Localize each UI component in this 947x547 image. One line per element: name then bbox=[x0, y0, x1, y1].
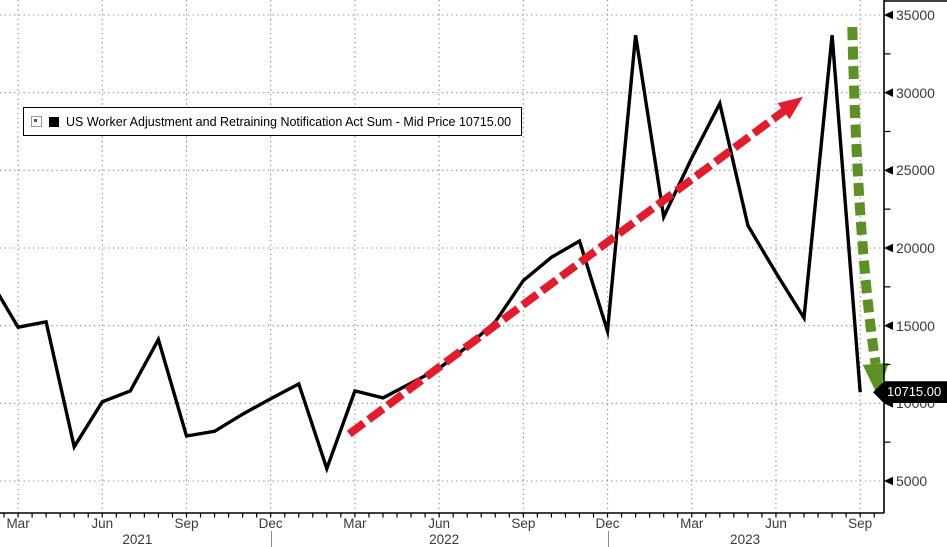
annotations-layer bbox=[346, 26, 889, 438]
y-major-tick-arrow bbox=[884, 166, 893, 175]
legend-series-label: US Worker Adjustment and Retraining Noti… bbox=[66, 115, 512, 129]
axes-layer bbox=[0, 0, 947, 518]
uptrend-arrow-shaft bbox=[346, 104, 791, 438]
legend-expand-icon[interactable] bbox=[31, 116, 42, 127]
legend[interactable]: US Worker Adjustment and Retraining Noti… bbox=[23, 107, 523, 136]
y-major-tick-arrow bbox=[884, 321, 893, 330]
series-layer bbox=[0, 34, 862, 474]
uptrend-arrow-head bbox=[777, 96, 803, 120]
last-price-value: 10715.00 bbox=[887, 384, 942, 400]
y-major-tick-arrow bbox=[884, 243, 893, 253]
collapse-arrow-head bbox=[862, 363, 889, 396]
y-major-tick-arrow bbox=[884, 476, 893, 486]
y-major-tick-arrow bbox=[884, 10, 893, 20]
collapse-arrow-shaft bbox=[847, 26, 881, 365]
grid bbox=[0, 0, 884, 513]
legend-series-marker bbox=[49, 116, 59, 127]
last-price-badge: 10715.00 bbox=[873, 381, 947, 404]
price-series-line bbox=[0, 34, 862, 474]
y-major-tick-arrow bbox=[884, 88, 893, 97]
